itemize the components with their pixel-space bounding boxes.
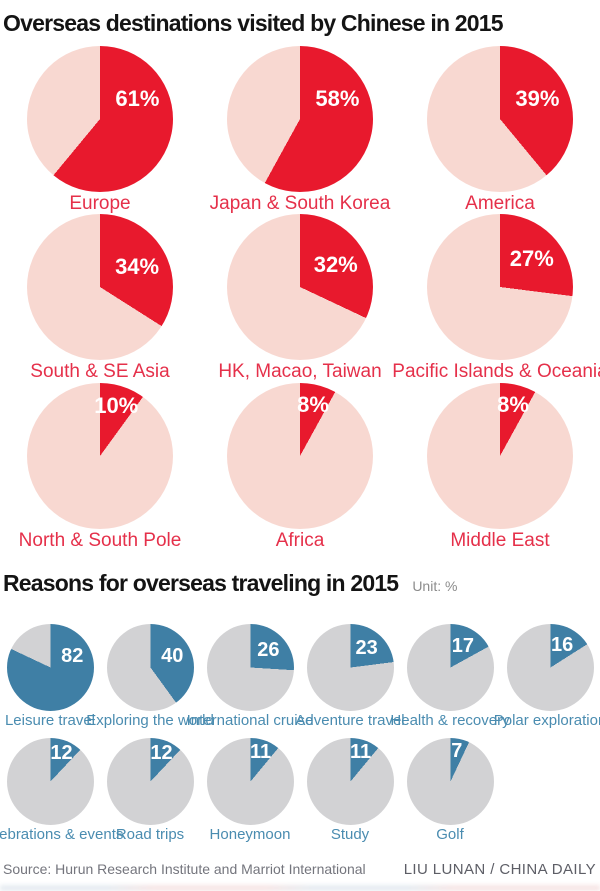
pie-value-label: 11	[250, 741, 272, 764]
pie-category-label: Health & recovery	[390, 711, 510, 729]
pie-japan-south-korea: 58%	[227, 45, 373, 192]
pie-value-label: 7	[451, 740, 463, 763]
pie-category-label: International cruise	[186, 711, 314, 729]
pie-category-label: Japan & South Korea	[209, 192, 391, 214]
pie-value-label: 58%	[315, 85, 360, 111]
pie-middle-east: 8%	[427, 383, 573, 530]
pie-cell: 8% Africa	[200, 383, 400, 552]
pie-cell: 34% South & SE Asia	[0, 214, 200, 383]
pie-cell: 32% HK, Macao, Taiwan	[200, 214, 400, 383]
pie-value-label: 61%	[115, 85, 160, 111]
pie-cell: 7 Golf	[400, 738, 500, 853]
pie-golf: 7	[406, 738, 494, 826]
pie-category-label: Africa	[275, 530, 325, 552]
pie-value-label: 34%	[115, 254, 160, 280]
pie-value-label: 8%	[497, 392, 529, 418]
pie-category-label: Golf	[436, 826, 464, 844]
pie-value-label: 26	[257, 639, 280, 662]
pie-south-se-asia: 34%	[27, 214, 173, 361]
unit-label: Unit: %	[412, 578, 458, 595]
pie-cell: 11 Study	[300, 738, 400, 853]
reasons-header: Reasons for overseas traveling in 2015 U…	[0, 570, 600, 598]
pie-cell: 40 Exploring the world	[86, 623, 214, 739]
pie-category-label: Adventure travel	[295, 711, 405, 729]
pie-health-recovery: 17	[406, 623, 494, 711]
pie-value-label: 10%	[94, 393, 139, 419]
pie-cell: 23 Adventure travel	[295, 623, 405, 739]
pie-pacific-islands-oceania: 27%	[427, 214, 573, 361]
credit-text: LIU LUNAN / CHINA DAILY	[403, 860, 596, 878]
pie-category-label: Leisure travel	[4, 711, 96, 729]
pie-leisure-travel: 82	[6, 623, 94, 711]
pie-category-label: South & SE Asia	[30, 361, 170, 383]
pie-category-label: America	[465, 192, 535, 214]
pie-cell: 26 International cruise	[187, 623, 313, 739]
pie-value-label: 16	[551, 634, 574, 657]
cropped-bottom-edge	[0, 885, 600, 891]
pie-europe: 61%	[27, 45, 173, 192]
pie-cell: 16 Polar exploration	[494, 623, 600, 739]
pie-category-label: Honeymoon	[209, 826, 291, 844]
pie-value-label: 12	[150, 741, 173, 764]
pie-category-label: Road trips	[115, 826, 185, 844]
pie-value-label: 39%	[515, 85, 560, 111]
pie-polar-exploration: 16	[506, 623, 594, 711]
pie-category-label: Celebrations & events	[0, 826, 124, 844]
reasons-pie-grid: 82 Leisure travel 40 Exploring the world…	[0, 623, 600, 853]
pie-value-label: 12	[50, 741, 73, 764]
pie-adventure-travel: 23	[306, 623, 394, 711]
destinations-pie-grid: 61% Europe 58% Japan & South Korea 39% A…	[0, 45, 600, 553]
pie-road-trips: 12	[106, 738, 194, 826]
reasons-title: Reasons for overseas traveling in 2015	[3, 570, 399, 597]
pie-cell: 8% Middle East	[400, 383, 600, 552]
destinations-title: Overseas destinations visited by Chinese…	[3, 10, 504, 36]
pie-cell: 61% Europe	[0, 45, 200, 215]
pie-america: 39%	[427, 45, 573, 192]
pie-cell: 27% Pacific Islands & Oceania	[392, 214, 600, 383]
pie-exploring-the-world: 40	[106, 623, 194, 711]
pie-celebrations-events: 12	[6, 738, 94, 826]
pie-category-label: Pacific Islands & Oceania	[392, 361, 600, 383]
pie-category-label: Study	[330, 826, 370, 844]
pie-value-label: 23	[355, 637, 378, 660]
pie-cell: 17 Health & recovery	[390, 623, 510, 739]
source-text: Source: Hurun Research Institute and Mar…	[3, 860, 366, 877]
pie-category-label: HK, Macao, Taiwan	[218, 361, 382, 383]
pie-category-label: North & South Pole	[18, 530, 182, 552]
pie-africa: 8%	[227, 383, 373, 530]
pie-value-label: 11	[350, 741, 372, 764]
pie-value-label: 17	[451, 634, 474, 657]
pie-value-label: 8%	[297, 392, 329, 418]
pie-cell: 39% America	[400, 45, 600, 215]
pie-international-cruise: 26	[206, 623, 294, 711]
pie-north-south-pole: 10%	[27, 383, 173, 530]
pie-category-label: Exploring the world	[86, 711, 214, 729]
pie-category-label: Europe	[69, 192, 131, 214]
pie-honeymoon: 11	[206, 738, 294, 826]
pie-value-label: 32%	[313, 251, 358, 277]
pie-cell: 12 Road trips	[100, 738, 200, 853]
pie-category-label: Polar exploration	[493, 711, 600, 729]
footer: Source: Hurun Research Institute and Mar…	[0, 853, 600, 878]
pie-value-label: 27%	[509, 246, 554, 272]
pie-hk-macao-taiwan: 32%	[227, 214, 373, 361]
pie-category-label: Middle East	[450, 530, 550, 552]
pie-value-label: 40	[161, 644, 184, 667]
pie-cell: 58% Japan & South Korea	[200, 45, 400, 215]
pie-value-label: 82	[61, 644, 84, 667]
pie-study: 11	[306, 738, 394, 826]
pie-cell: 11 Honeymoon	[200, 738, 300, 853]
pie-cell: 82 Leisure travel	[0, 623, 100, 739]
pie-cell: 10% North & South Pole	[0, 383, 200, 552]
pie-cell: 12 Celebrations & events	[0, 738, 123, 853]
